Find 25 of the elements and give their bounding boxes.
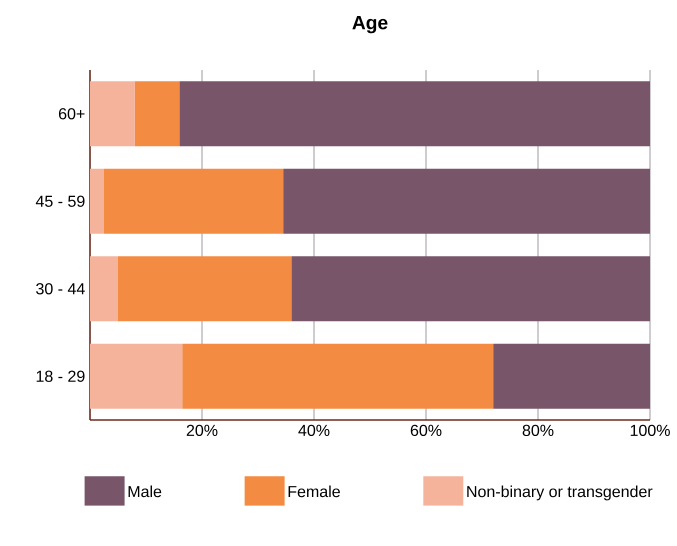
bar xyxy=(292,256,650,322)
bar xyxy=(493,344,650,409)
y-tick-label: 18 - 29 xyxy=(36,370,85,382)
legend-label: Non-binary or transgender xyxy=(467,485,652,500)
y-tick-label: 45 - 59 xyxy=(36,196,85,207)
bar xyxy=(104,168,284,234)
x-tick-label: 100% xyxy=(630,424,670,436)
chart-title: Age xyxy=(352,16,388,34)
y-tick-label: 30 - 44 xyxy=(36,283,85,294)
bar xyxy=(90,168,104,234)
x-tick-label: 60% xyxy=(410,424,442,436)
bar xyxy=(180,81,650,146)
x-tick-label: 40% xyxy=(298,424,330,436)
bar xyxy=(182,344,494,409)
x-tick-label: 20% xyxy=(186,424,218,436)
x-tick-label: 80% xyxy=(522,424,554,436)
bar xyxy=(134,81,180,146)
bar xyxy=(118,256,292,322)
bar xyxy=(90,256,118,322)
bar xyxy=(90,344,182,409)
y-tick-label: 60+ xyxy=(58,108,84,120)
bar xyxy=(283,168,650,234)
bar xyxy=(90,81,135,146)
legend-label: Female xyxy=(288,485,340,498)
legend-label: Male xyxy=(128,485,162,498)
